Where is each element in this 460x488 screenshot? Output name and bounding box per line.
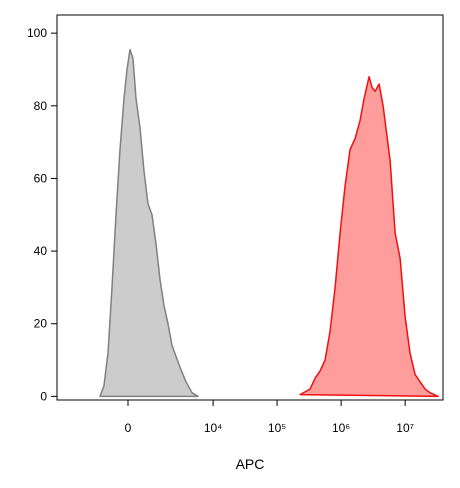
histogram-area bbox=[299, 75, 439, 398]
x-tick-label: 10⁴ bbox=[204, 421, 223, 435]
x-tick-label: 10⁷ bbox=[396, 421, 414, 435]
y-tick-label: 20 bbox=[34, 317, 48, 331]
x-tick-label: 0 bbox=[125, 421, 132, 435]
y-tick-label: 40 bbox=[34, 244, 48, 258]
y-tick-label: 60 bbox=[34, 171, 48, 185]
x-tick-label: 10⁶ bbox=[332, 421, 350, 435]
y-tick-label: 0 bbox=[40, 389, 47, 403]
y-tick-label: 80 bbox=[34, 99, 48, 113]
x-axis-label: APC bbox=[236, 456, 265, 472]
histogram-area bbox=[99, 48, 199, 398]
plot-frame bbox=[56, 14, 444, 401]
x-tick-label: 10⁵ bbox=[268, 421, 286, 435]
y-tick-label: 100 bbox=[27, 26, 47, 40]
